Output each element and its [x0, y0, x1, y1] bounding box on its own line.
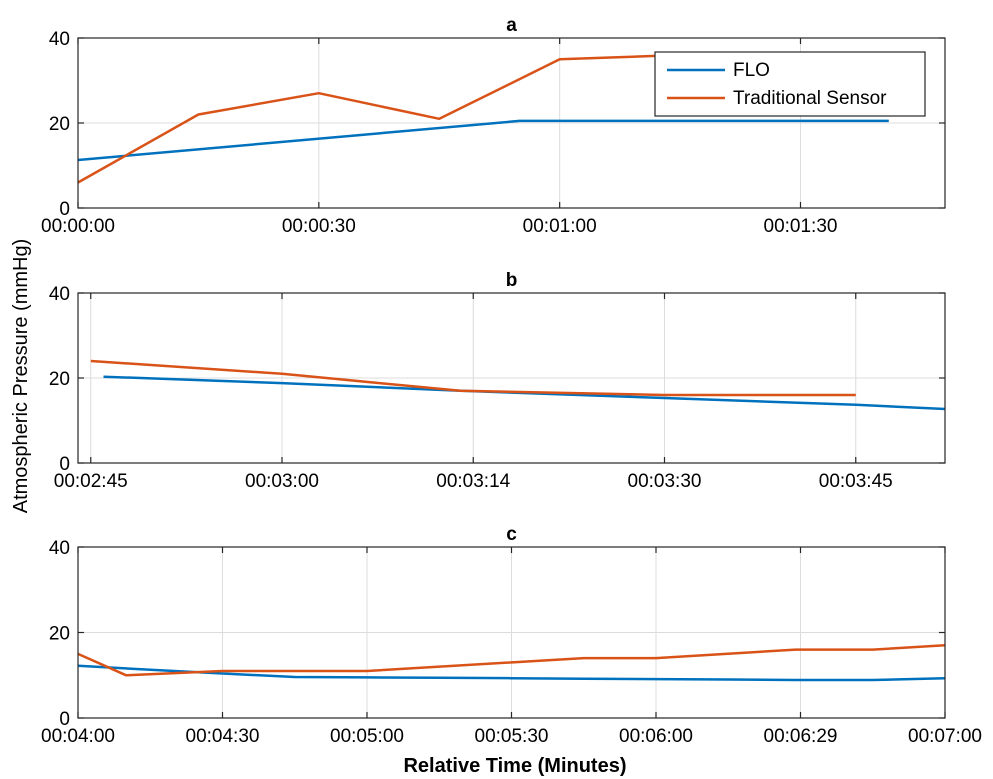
series-line-traditional-sensor [77, 53, 681, 184]
panel-title: c [506, 524, 517, 545]
y-tick-label: 40 [49, 29, 70, 50]
x-axis-label: Relative Time (Minutes) [403, 755, 626, 777]
x-tick-label: 00:00:00 [41, 216, 115, 237]
x-tick-label: 00:03:30 [628, 471, 702, 492]
panel-a: 00:00:00 00:00:30 00:01:00 00:01:30 0 20 40 a [41, 15, 946, 237]
y-tick-label: 20 [49, 114, 70, 135]
y-tick-label: 20 [49, 369, 70, 390]
legend-label: Traditional Sensor [733, 88, 887, 109]
x-tick-label: 00:01:00 [523, 216, 597, 237]
x-tick-label: 00:00:30 [282, 216, 356, 237]
x-tick-label: 00:04:00 [41, 726, 115, 747]
x-tick-label: 00:05:30 [475, 726, 549, 747]
panel-c: 00:04:00 00:04:30 00:05:00 00:05:30 00:06:00… [41, 524, 982, 747]
series-line-traditional-sensor [90, 359, 856, 397]
x-tick-label: 00:05:00 [330, 726, 404, 747]
panel-b: 00:02:45 00:03:00 00:03:14 00:03:30 00:03:45… [49, 270, 946, 492]
legend-label: FLO [733, 60, 770, 81]
y-tick-label: 40 [49, 284, 70, 305]
y-tick-label: 0 [59, 199, 70, 220]
series-line-flo [77, 119, 889, 162]
x-tick-label: 00:06:00 [619, 726, 693, 747]
x-tick-label: 00:03:45 [819, 471, 893, 492]
y-tick-label: 0 [59, 454, 70, 475]
panel-title: a [506, 15, 517, 36]
y-tick-label: 20 [49, 624, 70, 645]
series-line-traditional-sensor [77, 644, 946, 677]
series-line-flo [103, 375, 946, 411]
panel-title: b [506, 270, 518, 291]
x-tick-label: 00:06:29 [764, 726, 838, 747]
x-tick-label: 00:03:00 [245, 471, 319, 492]
x-tick-label: 00:03:14 [436, 471, 510, 492]
legend: FLO Traditional Sensor [654, 51, 926, 117]
series-line-flo [77, 664, 946, 682]
y-tick-label: 0 [59, 709, 70, 730]
y-tick-label: 40 [49, 538, 70, 559]
x-tick-label: 00:02:45 [54, 471, 128, 492]
x-tick-label: 00:07:00 [908, 726, 982, 747]
x-tick-label: 00:04:30 [186, 726, 260, 747]
y-axis-label: Atmospheric Pressure (mmHg) [10, 239, 32, 514]
legend-box [654, 51, 926, 117]
x-tick-label: 00:01:30 [764, 216, 838, 237]
